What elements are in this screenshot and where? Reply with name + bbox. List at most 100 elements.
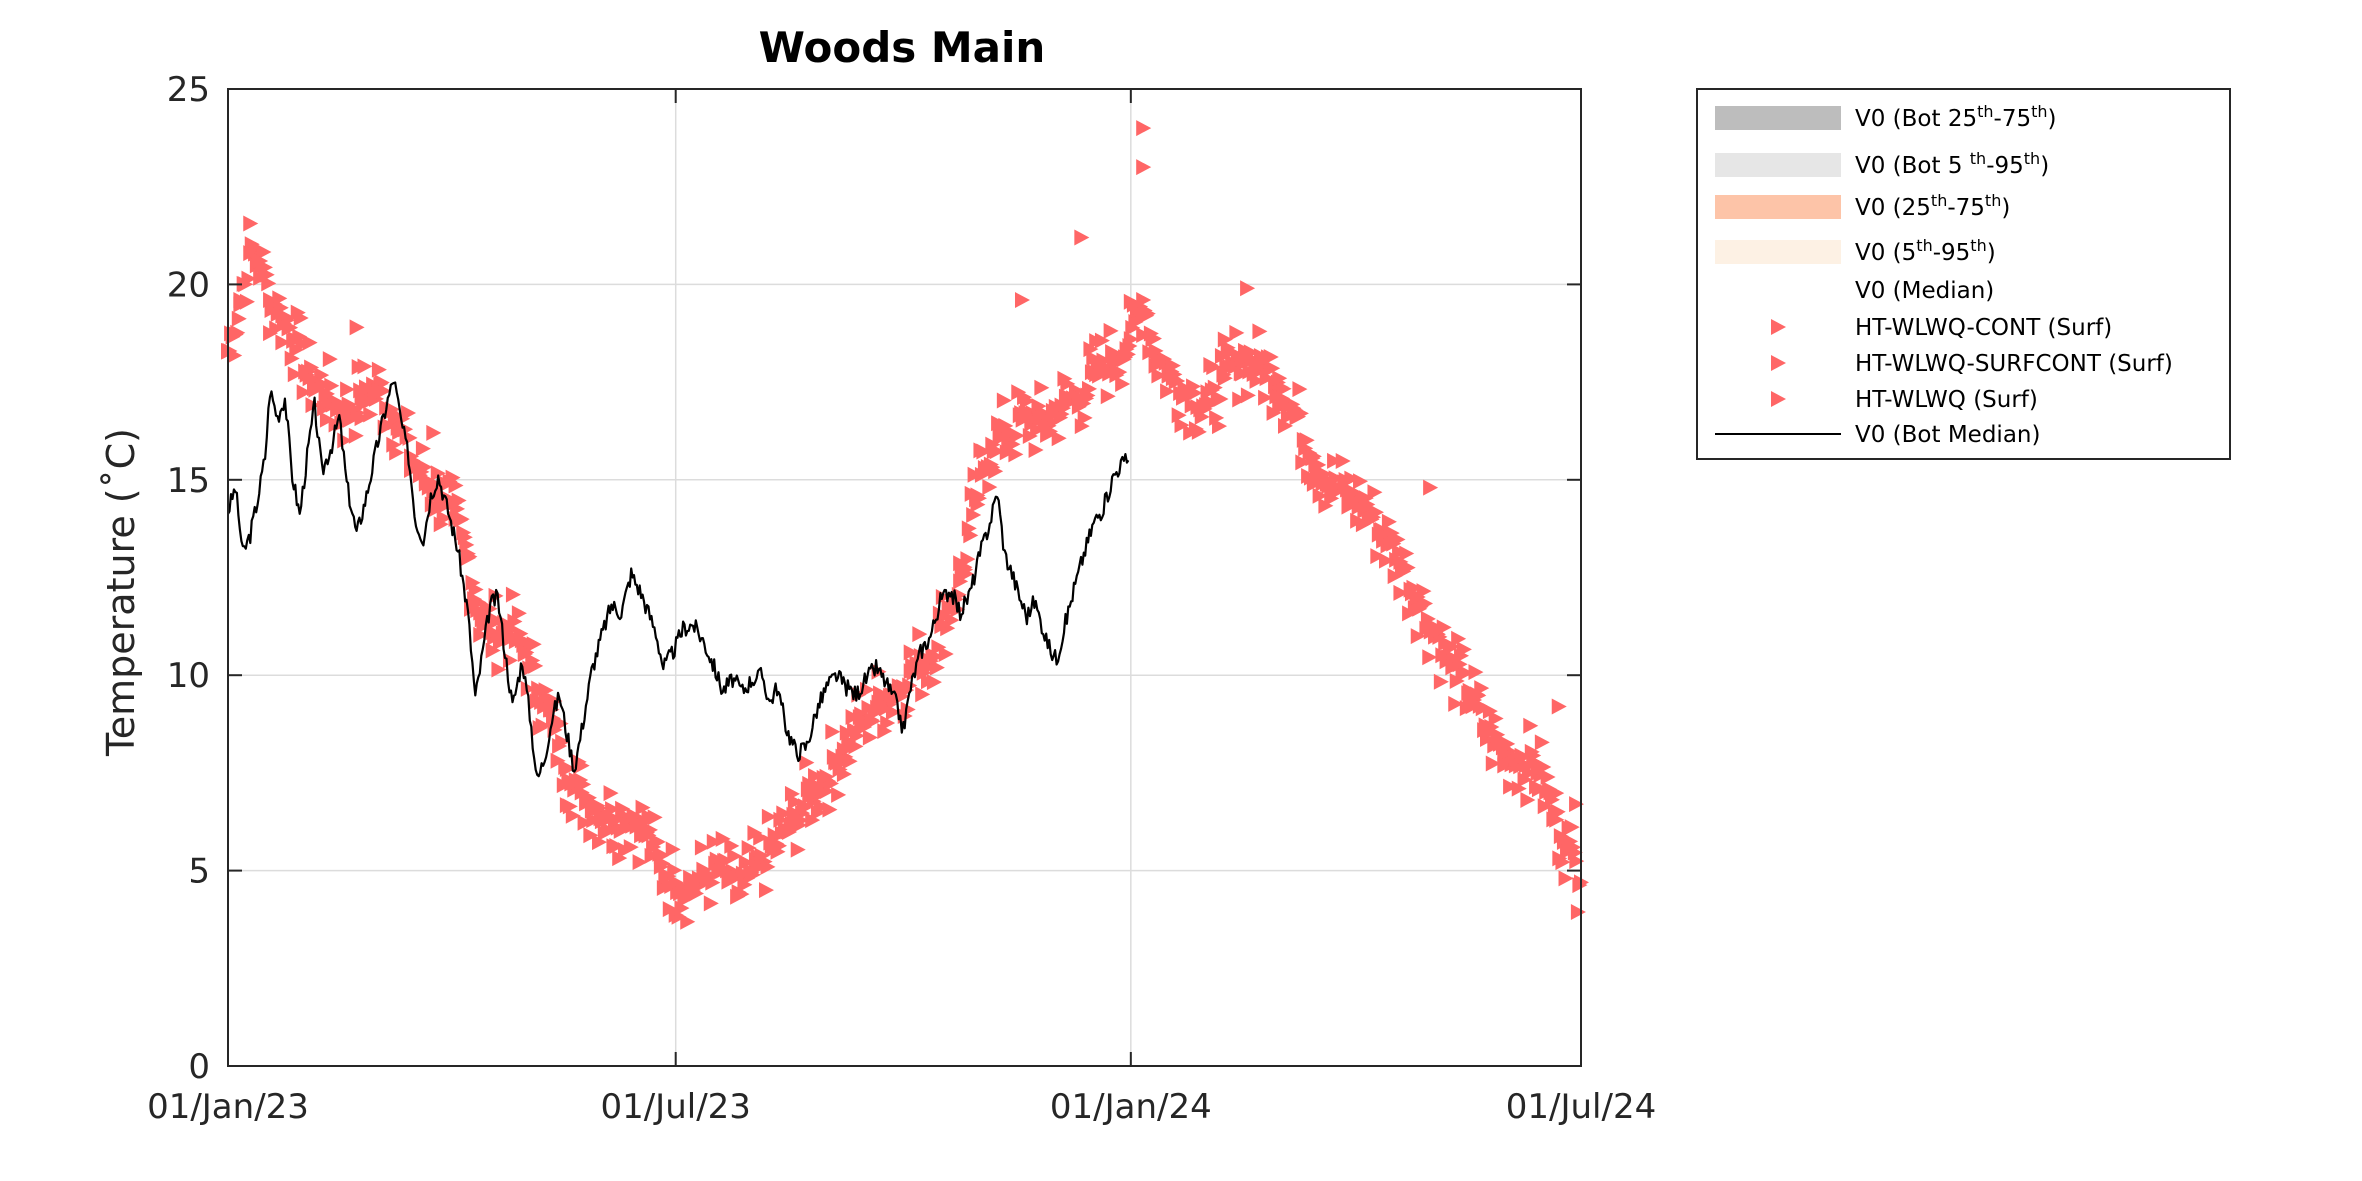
surface-outlier-marker	[1136, 159, 1152, 176]
surface-marker	[436, 510, 452, 527]
surface-marker	[1422, 649, 1438, 666]
surface-marker	[836, 741, 852, 758]
legend-label: V0 (Bot 25th-75th)	[1855, 102, 2057, 132]
surface-marker	[1393, 584, 1409, 601]
surface-marker	[287, 331, 303, 348]
surface-marker	[612, 850, 628, 867]
surface-marker	[1517, 771, 1533, 788]
surface-marker	[1355, 516, 1371, 533]
surface-marker	[532, 682, 548, 699]
surface-marker	[1140, 305, 1156, 322]
surface-marker	[825, 723, 841, 740]
surface-marker	[577, 814, 593, 831]
surface-marker	[1410, 628, 1426, 645]
legend-label: V0 (Median)	[1855, 278, 1994, 304]
surface-marker	[1503, 778, 1519, 795]
surface-marker	[1376, 526, 1392, 543]
surface-marker	[1379, 552, 1395, 569]
surface-marker	[760, 858, 776, 875]
surface-marker	[1569, 853, 1585, 870]
surface-marker	[1100, 388, 1116, 405]
surface-marker	[1008, 446, 1024, 463]
surface-marker	[831, 786, 847, 803]
surface-marker	[1341, 487, 1357, 504]
surface-marker	[354, 410, 370, 427]
surface-marker	[1344, 470, 1360, 487]
surface-marker	[1445, 638, 1461, 655]
y-tick-label: 10	[167, 656, 210, 696]
surface-marker	[535, 717, 551, 734]
surface-marker	[574, 784, 590, 801]
surface-marker	[583, 827, 599, 844]
surface-marker	[1482, 703, 1498, 720]
y-tick-labels: 0 5 10 15 20 25	[167, 70, 210, 1087]
surface-marker	[357, 358, 373, 375]
surface-marker	[1520, 791, 1536, 808]
surface-marker	[680, 913, 696, 930]
surface-marker	[686, 878, 702, 895]
surface-marker	[1462, 682, 1478, 699]
surface-marker	[854, 714, 870, 731]
y-tick-label: 25	[167, 70, 210, 110]
surface-marker	[1449, 673, 1465, 690]
surface-marker	[1370, 548, 1386, 565]
surface-marker	[324, 377, 340, 394]
surface-marker	[574, 757, 590, 774]
surface-outlier-marker	[1240, 280, 1256, 297]
surface-marker	[430, 465, 446, 482]
surface-marker	[1123, 331, 1139, 348]
surface-marker	[1299, 432, 1315, 449]
legend-box	[1696, 88, 2231, 460]
surface-marker	[705, 874, 721, 891]
surface-marker	[1200, 397, 1216, 414]
surface-marker	[970, 487, 986, 504]
surface-marker	[1258, 389, 1274, 406]
surface-marker	[231, 310, 247, 327]
surface-marker	[1358, 499, 1374, 516]
surface-marker	[626, 807, 642, 824]
surface-marker	[1485, 755, 1501, 772]
surface-marker	[1151, 367, 1167, 384]
surface-marker	[915, 686, 931, 703]
x-tick-label: 01/Jan/23	[147, 1087, 309, 1127]
surface-marker	[1511, 780, 1527, 797]
surface-marker	[1564, 819, 1580, 836]
series-bottom-median-line	[227, 381, 1130, 778]
surface-marker	[1112, 364, 1128, 381]
surface-marker	[926, 674, 942, 691]
surface-marker	[1399, 545, 1415, 562]
surface-marker	[799, 754, 815, 771]
surface-outlier-marker	[1551, 698, 1567, 715]
surface-marker	[1276, 380, 1292, 397]
surface-marker	[700, 866, 716, 883]
legend-label: V0 (Bot 5 th-95th)	[1855, 149, 2049, 179]
surface-marker	[641, 827, 657, 844]
surface-marker	[1381, 513, 1397, 530]
surface-marker	[550, 752, 566, 769]
surface-marker	[1060, 375, 1076, 392]
surface-marker	[758, 882, 774, 899]
surface-outlier-marker	[1014, 292, 1030, 309]
surface-marker	[1555, 854, 1571, 871]
surface-marker	[384, 401, 400, 418]
legend-triangle-icon	[1771, 355, 1786, 371]
surface-marker	[1335, 452, 1351, 469]
surface-marker	[275, 334, 291, 351]
surface-marker	[1549, 811, 1565, 828]
surface-marker	[1249, 372, 1265, 389]
legend-swatch	[1715, 195, 1841, 219]
surface-marker	[371, 361, 387, 378]
surface-marker	[1229, 324, 1245, 341]
surface-marker	[706, 833, 722, 850]
surface-marker	[1327, 452, 1343, 469]
surface-marker	[371, 381, 387, 398]
surface-marker	[1570, 904, 1586, 921]
surface-marker	[363, 406, 379, 423]
surface-marker	[1468, 664, 1484, 681]
surface-marker	[253, 252, 269, 269]
surface-marker	[953, 573, 969, 590]
surface-marker	[1488, 710, 1504, 727]
legend-label: HT-WLWQ-SURFCONT (Surf)	[1855, 351, 2173, 377]
surface-marker	[256, 243, 272, 260]
surface-marker	[609, 838, 625, 855]
